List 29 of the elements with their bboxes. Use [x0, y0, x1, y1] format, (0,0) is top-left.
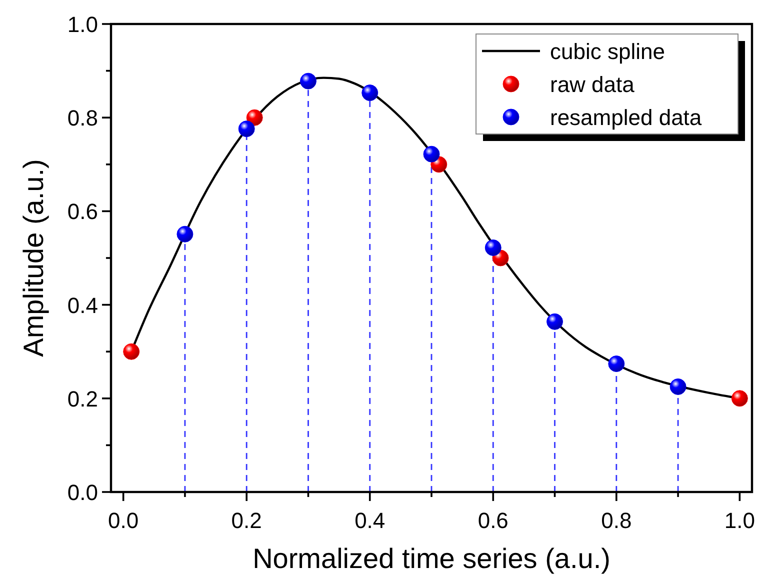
y-tick-label: 0.8 — [67, 106, 98, 131]
legend-label: raw data — [550, 72, 636, 97]
x-tick-label: 0.0 — [108, 508, 139, 533]
legend-label: resampled data — [550, 105, 702, 130]
y-tick-label: 1.0 — [67, 12, 98, 37]
point — [246, 109, 263, 126]
point — [238, 120, 255, 138]
y-tick-label: 0.6 — [67, 199, 98, 224]
y-axis-title: Amplitude (a.u.) — [18, 159, 49, 357]
point — [484, 239, 502, 256]
point — [362, 84, 378, 102]
point — [123, 343, 140, 360]
point — [423, 146, 440, 162]
point — [731, 390, 748, 407]
x-tick-label: 0.2 — [231, 508, 262, 533]
y-tick-label: 0.2 — [67, 386, 98, 412]
legend-label: cubic spline — [550, 39, 665, 64]
x-tick-label: 0.8 — [601, 508, 632, 533]
y-tick-label: 0.4 — [67, 292, 98, 318]
x-tick-label: 1.0 — [724, 508, 755, 533]
point — [546, 313, 564, 330]
y-tick-label: 0.0 — [67, 480, 98, 505]
x-axis-title: Normalized time series (a.u.) — [252, 543, 610, 574]
point — [300, 72, 316, 90]
point — [608, 356, 625, 372]
point — [176, 226, 194, 242]
x-tick-label: 0.4 — [354, 508, 386, 533]
x-tick-label: 0.6 — [478, 508, 508, 533]
point — [670, 378, 686, 395]
